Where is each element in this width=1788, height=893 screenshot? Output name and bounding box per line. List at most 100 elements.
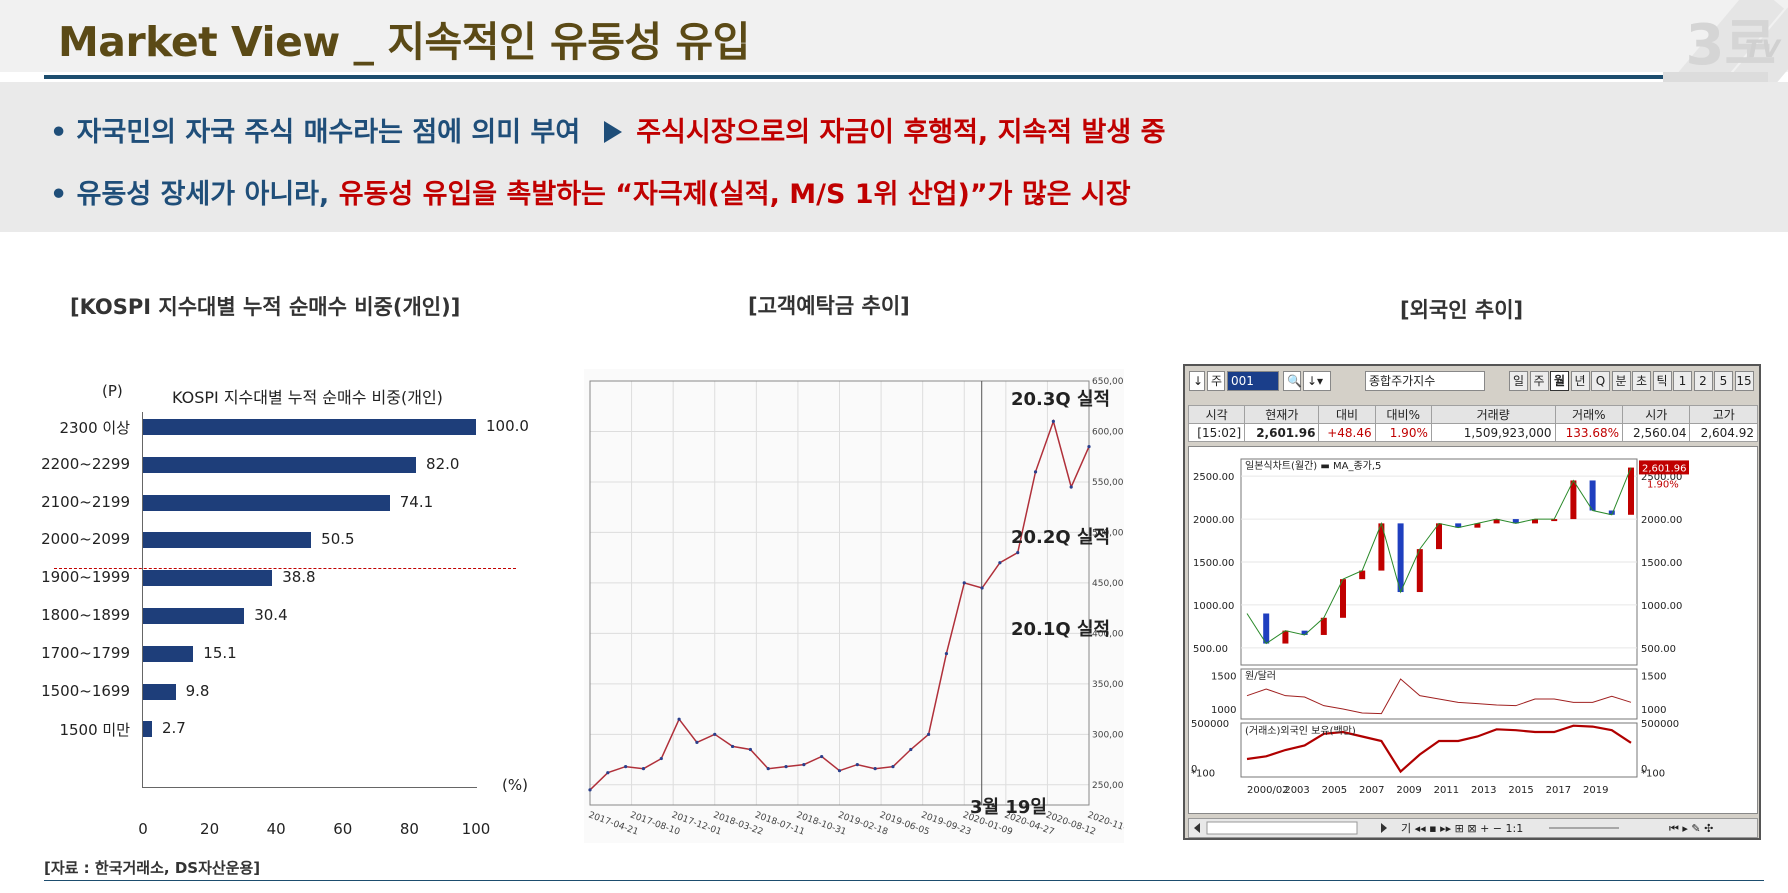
period-button[interactable]: 1	[1673, 371, 1692, 391]
period-button[interactable]: 분	[1611, 371, 1631, 391]
period-button[interactable]: 일	[1509, 371, 1528, 391]
hts-bottom-toolbar[interactable]: 기 ◂◂ ▪ ▸▸ ⊞ ⊠ + − 1:1 ⏮ ▸ ✎ ✣	[1188, 818, 1758, 838]
quote-header: 시각	[1187, 405, 1246, 424]
value-label: 15.1	[203, 643, 237, 662]
bar	[143, 494, 390, 511]
category-label: 1700~1799	[41, 643, 130, 662]
candle	[1436, 523, 1442, 550]
annotation-q1: 20.1Q 실적	[1011, 619, 1111, 640]
x-tick-label: 0	[138, 820, 148, 838]
data-point	[909, 747, 913, 752]
value-label: 50.5	[321, 530, 355, 549]
quote-header: 대비%	[1374, 405, 1432, 424]
data-point	[784, 765, 788, 769]
logo-tv: TV	[1745, 35, 1780, 63]
foreign-legend: (거래소)외국인 보유(백만)	[1245, 725, 1356, 737]
foreign-line	[1246, 724, 1632, 774]
search-icon[interactable]: 🔍	[1283, 371, 1302, 391]
data-point	[998, 561, 1002, 565]
sort-icon[interactable]: ↓	[1189, 371, 1205, 391]
hts-nav-icons[interactable]: 기 ◂◂ ▪ ▸▸ ⊞ ⊠ + − 1:1 ⏮ ▸ ✎ ✣	[1189, 819, 1757, 837]
period-button[interactable]: 15	[1734, 371, 1754, 391]
candle	[1474, 523, 1481, 528]
candle	[1589, 480, 1596, 511]
quote-value: +48.46	[1318, 423, 1376, 442]
deposit-chart-svg: 2017-04-212017-08-102017-12-012018-03-22…	[587, 377, 1139, 838]
quote-header: 현재가	[1244, 405, 1320, 424]
bullet-box	[0, 82, 1788, 232]
hts-window: ↓ 주 001 🔍 ↓▾ 종합주가지수 일 주 월 년 Q 분 초 틱 1 2 5 15 시각 현재가 대…	[1183, 364, 1761, 840]
index-name-field[interactable]: 종합주가지수	[1365, 371, 1485, 391]
fx-legend: 원/달러	[1245, 670, 1276, 682]
x-axis	[142, 787, 477, 788]
hts-chart-area: 2500.00 2500.00 2000.00 2000.00 1500.00 1500.…	[1188, 446, 1758, 814]
bar	[143, 419, 476, 435]
scrollbar[interactable]	[1206, 821, 1358, 835]
plot-border	[589, 380, 1090, 806]
candle	[1282, 630, 1289, 644]
period-button[interactable]: 월	[1550, 371, 1569, 391]
period-button[interactable]: 5	[1714, 371, 1733, 391]
period-button[interactable]: 초	[1632, 371, 1651, 391]
data-point	[713, 732, 717, 736]
category-label: 1800~1899	[41, 606, 130, 624]
quote-header: 시가	[1622, 405, 1691, 424]
period-button[interactable]: Q	[1591, 371, 1610, 391]
data-point	[802, 763, 806, 767]
period-button[interactable]: 2	[1693, 371, 1713, 391]
bullet-1: • 자국민의 자국 주식 매수라는 점에 의미 부여 주식시장으로의 자금이 후행…	[50, 110, 1165, 149]
candle	[1416, 549, 1423, 593]
x-tick-label: 2013	[1471, 785, 1496, 796]
title-divider	[44, 75, 1764, 79]
quote-value: 133.68%	[1554, 423, 1624, 442]
candle	[1455, 523, 1462, 528]
period-button[interactable]: 틱	[1652, 371, 1672, 391]
bullet-2-highlight: 유동성 유입을 촉발하는 “자극제(실적, M/S 1위 산업)”가 많은 시장	[338, 179, 1131, 210]
data-point	[837, 769, 842, 773]
svg-text:기 ◂◂ ▪ ▸▸ ⊞ ⊠ + − 1:1: 기 ◂◂ ▪ ▸▸ ⊞ ⊠ + − 1:1	[1401, 822, 1523, 835]
svg-text:⏮ ▸ ✎ ✣: ⏮ ▸ ✎ ✣	[1669, 822, 1713, 835]
data-point	[624, 765, 628, 769]
bar	[143, 683, 176, 700]
candle	[1628, 467, 1634, 515]
data-point	[820, 754, 824, 759]
deposit-chart: 2017-04-21 2017-08-10 2017-12-01 2018-03-22…	[584, 369, 1139, 843]
value-label: 2.7	[161, 719, 186, 738]
bar	[143, 645, 194, 662]
y-tick-label: 2500.00	[1193, 472, 1234, 483]
x-tick-label: 60	[333, 820, 353, 838]
bar-row: 2000~2099 50.5	[40, 530, 520, 549]
last-change-text: 1.90%	[1647, 479, 1679, 490]
data-point	[1087, 445, 1091, 449]
candle	[1340, 579, 1346, 618]
value-label: 74.1	[399, 492, 434, 511]
y-tick-label: 500000	[1191, 719, 1229, 730]
x-unit-label: (%)	[502, 776, 528, 794]
y-tick-label: 250,000	[1092, 781, 1124, 791]
quote-value: [15:02]	[1187, 423, 1246, 442]
period-button[interactable]: 년	[1570, 371, 1590, 391]
left-panel-title: [KOSPI 지수대별 누적 순매수 비중(개인)]	[70, 295, 461, 319]
y-tick-label: 2000.00	[1641, 515, 1682, 526]
quote-value: 2,560.04	[1622, 423, 1691, 442]
value-label: 82.0	[426, 454, 460, 473]
bar-row: 1500 미만 2.7	[40, 719, 520, 739]
market-toggle[interactable]: 주	[1207, 371, 1225, 391]
y-tick-label: 500.00	[1641, 644, 1676, 655]
y-tick-label: 500,000	[1092, 528, 1124, 538]
bar	[143, 456, 417, 473]
candle	[1263, 613, 1270, 644]
candle	[1359, 570, 1366, 580]
y-tick-label: 300,000	[1092, 730, 1124, 740]
bullet-2-text: • 유동성 장세가 아니라,	[50, 179, 339, 210]
y-tick-label: 400,000	[1092, 629, 1124, 639]
code-input[interactable]: 001	[1227, 371, 1279, 391]
filter-icon[interactable]: ↓▾	[1303, 371, 1331, 391]
period-button[interactable]: 주	[1529, 371, 1549, 391]
candle	[1570, 480, 1577, 520]
data-point	[606, 771, 610, 775]
data-point	[962, 581, 966, 585]
quote-value: 1,509,923,000	[1430, 423, 1556, 442]
category-label: 2000~2099	[41, 530, 130, 549]
candle	[1608, 510, 1615, 515]
